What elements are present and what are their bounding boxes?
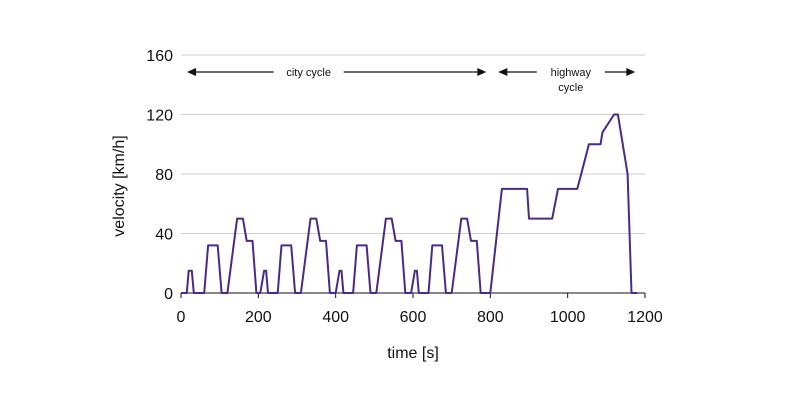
y-tick-label: 0 [164,286,173,303]
tick-labels: 0 40 80 120 160 0 200 400 600 800 1000 1200 [146,48,663,326]
x-axis-label: time [s] [387,345,439,362]
x-tick-label: 1200 [627,309,663,326]
highway-cycle-arrow-head-left [498,68,508,76]
y-tick-label: 40 [155,227,173,244]
axes [180,292,646,298]
highway-label-backdrop [536,64,605,80]
highway-cycle-label-line1: highway [551,67,592,79]
x-tick-label: 600 [400,309,427,326]
velocity-series-line [181,113,638,294]
city-cycle-arrow-head-right [477,68,487,76]
grid-lines [181,54,645,234]
y-tick-label: 120 [146,108,173,125]
cycle-annotations: city cycle highway cycle [187,64,636,94]
highway-cycle-arrow-head-right [626,68,636,76]
highway-cycle-label-line2: cycle [558,82,583,94]
x-tick-label: 200 [245,309,272,326]
y-tick-label: 160 [146,48,173,65]
y-tick-label: 80 [155,167,173,184]
city-label-backdrop [273,64,344,80]
x-tick-label: 800 [477,309,504,326]
city-cycle-arrow-head-left [187,68,196,76]
city-cycle-label: city cycle [286,67,331,79]
x-tick-label: 0 [177,309,186,326]
y-axis-label: velocity [km/h] [111,135,128,236]
x-tick-label: 400 [322,309,349,326]
x-tick-label: 1000 [550,309,586,326]
